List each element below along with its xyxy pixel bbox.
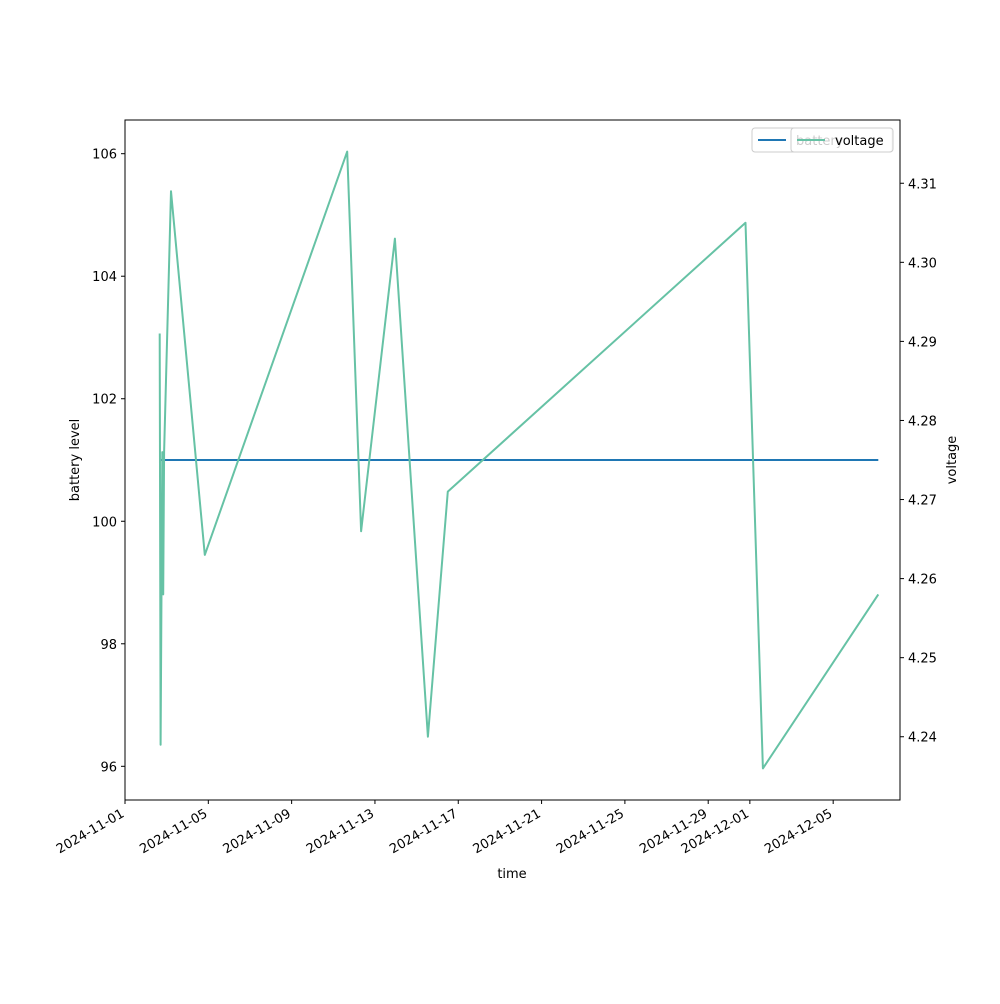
x-axis-label: time: [497, 867, 526, 882]
legend: batteryvoltage: [751, 127, 894, 153]
y-axis-left-label: battery level: [68, 419, 83, 502]
y-right-tick-label: 4.25: [908, 652, 937, 667]
y-left-tick-label: 104: [92, 270, 117, 285]
y-axis-right-label: voltage: [945, 436, 960, 485]
y-left-tick-label: 98: [100, 638, 117, 653]
legend-box-voltage: [790, 127, 894, 153]
y-left-tick-label: 102: [92, 393, 117, 408]
series-layer: [158, 150, 880, 770]
y-right-tick-label: 4.27: [908, 494, 937, 509]
y-left-tick-label: 100: [92, 515, 117, 530]
y-right-tick-label: 4.29: [908, 335, 937, 350]
y-right-tick-label: 4.31: [908, 177, 937, 192]
y-right-tick-label: 4.26: [908, 573, 937, 588]
series-line-voltage: [158, 150, 880, 770]
y-right-tick-label: 4.30: [908, 256, 937, 271]
plot-frame: [124, 119, 901, 801]
y-right-tick-label: 4.24: [908, 731, 937, 746]
y-left-tick-label: 96: [100, 760, 117, 775]
y-axis-left: 96 98 100 102 104 106: [92, 148, 125, 775]
y-axis-right: 4.24 4.25 4.26 4.27 4.28 4.29 4.30 4.31: [900, 177, 937, 746]
legend-label-voltage: voltage: [835, 134, 884, 149]
y-right-tick-label: 4.28: [908, 414, 937, 429]
y-left-tick-label: 106: [92, 148, 117, 163]
